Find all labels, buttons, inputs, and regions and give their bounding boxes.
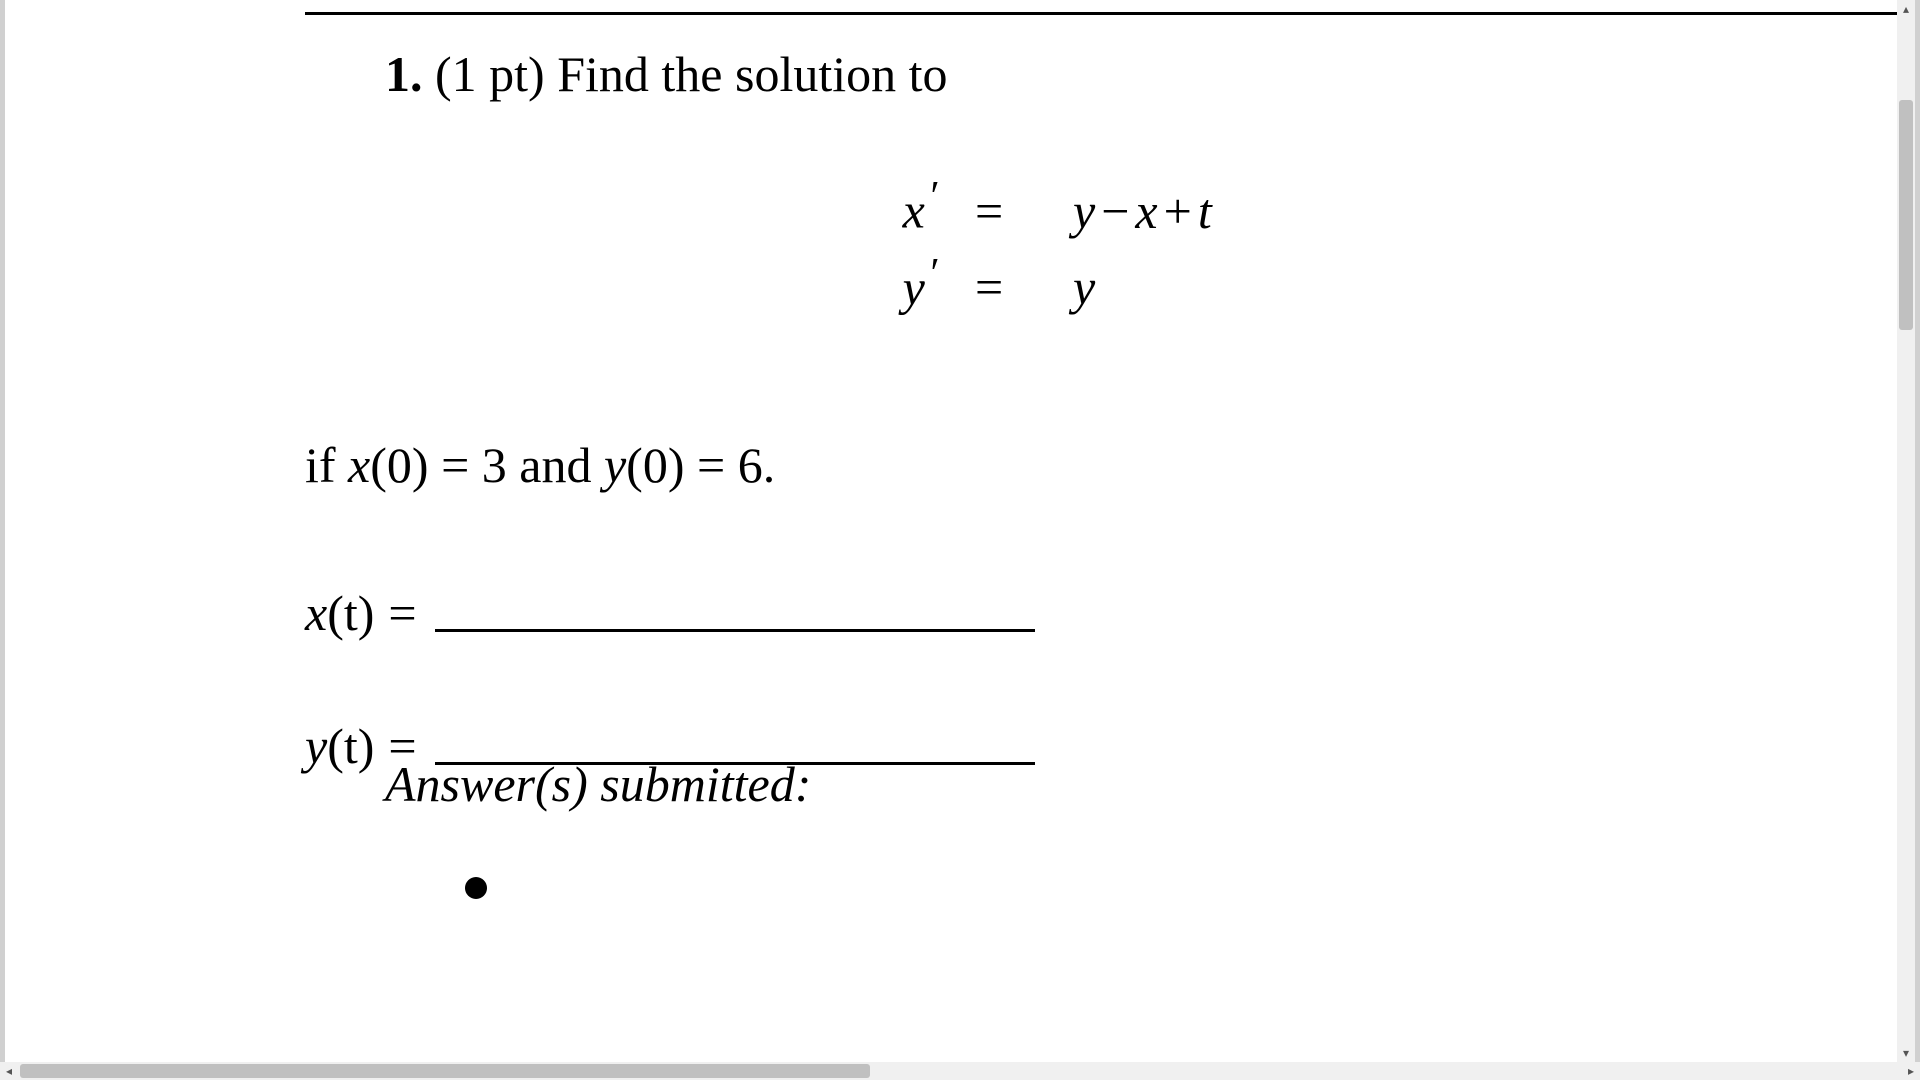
equation-lhs: x′ xyxy=(875,173,975,240)
equals: = xyxy=(684,437,737,493)
x-of-t: x(t) xyxy=(305,584,374,642)
if-text: if xyxy=(305,437,348,493)
problem-header: 1. (1 pt) Find the solution to xyxy=(385,45,1795,103)
problem-prompt: Find the solution to xyxy=(557,46,947,102)
horizontal-rule xyxy=(305,12,1905,15)
y-label: y xyxy=(305,718,327,774)
equals-sign: = xyxy=(975,258,1035,316)
x-label: x xyxy=(305,585,327,641)
submitted-bullet-row xyxy=(465,853,1795,911)
horizontal-scrollbar-thumb[interactable] xyxy=(20,1064,870,1078)
initial-conditions: if x(0) = 3 and y(0) = 6. xyxy=(305,436,1795,494)
rhs-y: y xyxy=(1073,183,1095,239)
scroll-left-icon[interactable]: ◂ xyxy=(0,1062,18,1080)
problem-points: (1 pt) xyxy=(435,46,545,102)
y-of-t: y(t) xyxy=(305,717,374,775)
x-val: 3 xyxy=(482,437,507,493)
horizontal-scrollbar-track[interactable]: ◂ ▸ xyxy=(0,1062,1920,1080)
prime-symbol: ′ xyxy=(928,174,937,220)
content-area: 1. (1 pt) Find the solution to x′ = y−x+… xyxy=(5,12,1915,911)
variable-y: y xyxy=(903,259,925,315)
vertical-scrollbar-thumb[interactable] xyxy=(1899,100,1913,330)
scroll-down-icon[interactable]: ▾ xyxy=(1897,1044,1915,1062)
answer-blank-y[interactable] xyxy=(435,762,1035,765)
equation-rhs: y xyxy=(1035,258,1095,316)
equation-row-2: y′ = y xyxy=(875,250,1795,317)
plus-op: + xyxy=(1158,183,1198,239)
x-fn: x xyxy=(348,437,370,493)
prime-symbol: ′ xyxy=(928,251,937,297)
equals-sign: = xyxy=(374,584,430,642)
y-arg: (t) xyxy=(327,718,374,774)
y-val: 6 xyxy=(738,437,763,493)
vertical-scrollbar-track[interactable]: ▴ ▾ xyxy=(1897,0,1915,1062)
equals-sign: = xyxy=(975,182,1035,240)
x-arg: (0) xyxy=(370,437,428,493)
x-arg: (t) xyxy=(327,585,374,641)
document-page: 1. (1 pt) Find the solution to x′ = y−x+… xyxy=(5,0,1915,1062)
equation-lhs: y′ xyxy=(875,250,975,317)
answer-blank-x[interactable] xyxy=(435,629,1035,632)
equals: = xyxy=(429,437,482,493)
answer-x-line: x(t) = xyxy=(305,584,1795,642)
scroll-up-icon[interactable]: ▴ xyxy=(1897,0,1915,18)
scroll-right-icon[interactable]: ▸ xyxy=(1902,1062,1920,1080)
period: . xyxy=(763,437,776,493)
y-fn: y xyxy=(604,437,626,493)
and-text: and xyxy=(507,437,604,493)
minus-op: − xyxy=(1095,183,1135,239)
equation-system: x′ = y−x+t y′ = y xyxy=(875,173,1795,316)
rhs-t: t xyxy=(1198,183,1212,239)
equation-rhs: y−x+t xyxy=(1035,182,1212,240)
variable-x: x xyxy=(903,183,925,239)
problem-number: 1. xyxy=(385,46,423,102)
bullet-icon xyxy=(465,877,487,899)
equation-row-1: x′ = y−x+t xyxy=(875,173,1795,240)
rhs-x: x xyxy=(1135,183,1157,239)
y-arg: (0) xyxy=(626,437,684,493)
